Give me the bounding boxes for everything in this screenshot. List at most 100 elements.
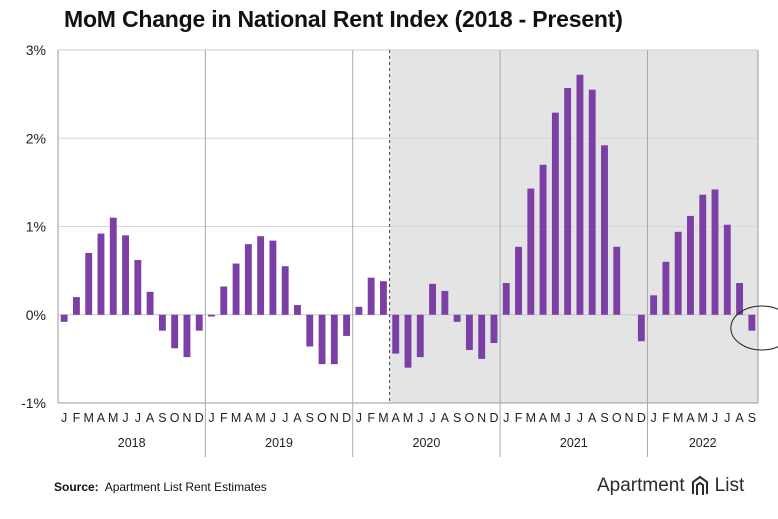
- month-label: O: [170, 411, 180, 425]
- month-label: D: [489, 411, 498, 425]
- bar-2019-9: [306, 314, 314, 347]
- month-label: M: [526, 411, 536, 425]
- month-label: F: [515, 411, 523, 425]
- y-tick-label: 1%: [26, 219, 46, 235]
- source-text: Apartment List Rent Estimates: [104, 480, 267, 494]
- month-label: M: [403, 411, 413, 425]
- bar-2018-3: [85, 252, 93, 315]
- source-note: Source: Apartment List Rent Estimates: [54, 480, 267, 494]
- month-label: J: [503, 411, 509, 425]
- bar-2020-1: [355, 306, 363, 315]
- month-label: A: [146, 411, 155, 425]
- bar-2021-3: [527, 188, 535, 315]
- month-label: S: [453, 411, 461, 425]
- month-label: D: [342, 411, 351, 425]
- month-label: A: [539, 411, 548, 425]
- bar-2018-9: [158, 314, 166, 331]
- bar-2022-5: [699, 194, 707, 315]
- bar-2020-2: [367, 277, 375, 315]
- month-label: A: [97, 411, 106, 425]
- bar-2021-8: [588, 89, 596, 315]
- month-label: J: [429, 411, 435, 425]
- annotation-circle: [730, 305, 778, 351]
- month-label: O: [612, 411, 622, 425]
- month-label: S: [306, 411, 314, 425]
- month-label: J: [565, 411, 571, 425]
- bar-2022-9: [748, 314, 756, 331]
- apartment-list-icon: [691, 475, 708, 495]
- month-label: S: [158, 411, 166, 425]
- bar-2020-3: [380, 281, 387, 315]
- bar-2020-9: [453, 314, 461, 322]
- y-tick-label: -1%: [21, 395, 46, 411]
- bar-2020-7: [429, 283, 436, 315]
- year-label-2018: 2018: [118, 436, 146, 450]
- brand-left: Apartment: [597, 475, 685, 496]
- bar-2020-5: [404, 314, 412, 368]
- bar-2019-1: [208, 314, 215, 317]
- month-label: A: [441, 411, 450, 425]
- bar-2019-4: [244, 244, 252, 315]
- month-label: M: [698, 411, 708, 425]
- month-label: A: [244, 411, 253, 425]
- bar-2019-6: [269, 240, 277, 315]
- month-label: J: [208, 411, 214, 425]
- bar-2021-12: [637, 314, 645, 342]
- month-label: M: [673, 411, 683, 425]
- month-label: N: [477, 411, 486, 425]
- bar-2018-6: [122, 235, 129, 315]
- bar-2018-1: [60, 314, 68, 322]
- bar-2018-12: [195, 314, 203, 331]
- month-label: A: [735, 411, 744, 425]
- bar-2018-7: [134, 260, 142, 315]
- month-label: F: [367, 411, 375, 425]
- bar-2020-11: [478, 314, 486, 359]
- bar-2019-12: [343, 314, 351, 336]
- month-label: M: [231, 411, 241, 425]
- y-tick-label: 3%: [26, 42, 46, 58]
- bar-2021-5: [551, 112, 559, 315]
- bar-2020-12: [490, 314, 498, 343]
- month-label: J: [417, 411, 423, 425]
- bar-2021-4: [539, 164, 547, 315]
- month-label: N: [330, 411, 339, 425]
- bar-2018-4: [97, 233, 105, 315]
- bar-2021-6: [564, 87, 572, 315]
- month-label: J: [122, 411, 128, 425]
- month-label: S: [600, 411, 608, 425]
- month-label: J: [270, 411, 276, 425]
- year-label-2020: 2020: [413, 436, 441, 450]
- month-label: M: [255, 411, 265, 425]
- bar-2022-7: [723, 224, 731, 315]
- month-label: O: [317, 411, 327, 425]
- bar-2019-2: [220, 286, 228, 315]
- year-label-2019: 2019: [265, 436, 293, 450]
- month-label: A: [392, 411, 401, 425]
- bar-2022-6: [711, 189, 719, 315]
- year-label-2021: 2021: [560, 436, 588, 450]
- month-label: J: [282, 411, 288, 425]
- month-label: F: [73, 411, 81, 425]
- bar-2022-4: [687, 215, 694, 315]
- bar-2018-11: [183, 314, 191, 358]
- bar-2019-3: [232, 263, 240, 315]
- month-label: N: [182, 411, 191, 425]
- month-label: J: [61, 411, 67, 425]
- month-label: J: [724, 411, 730, 425]
- bar-2022-3: [674, 231, 682, 315]
- month-label: F: [662, 411, 670, 425]
- month-label: A: [686, 411, 695, 425]
- month-label: J: [712, 411, 718, 425]
- bar-2018-8: [146, 291, 154, 315]
- bar-2021-9: [601, 145, 608, 315]
- month-label: J: [650, 411, 656, 425]
- month-label: J: [356, 411, 362, 425]
- bar-2019-11: [330, 314, 338, 365]
- bar-2022-8: [736, 282, 744, 315]
- month-label: A: [293, 411, 302, 425]
- month-label: M: [83, 411, 93, 425]
- y-tick-label: 0%: [26, 307, 46, 323]
- month-label: D: [195, 411, 204, 425]
- bar-2018-10: [171, 314, 179, 349]
